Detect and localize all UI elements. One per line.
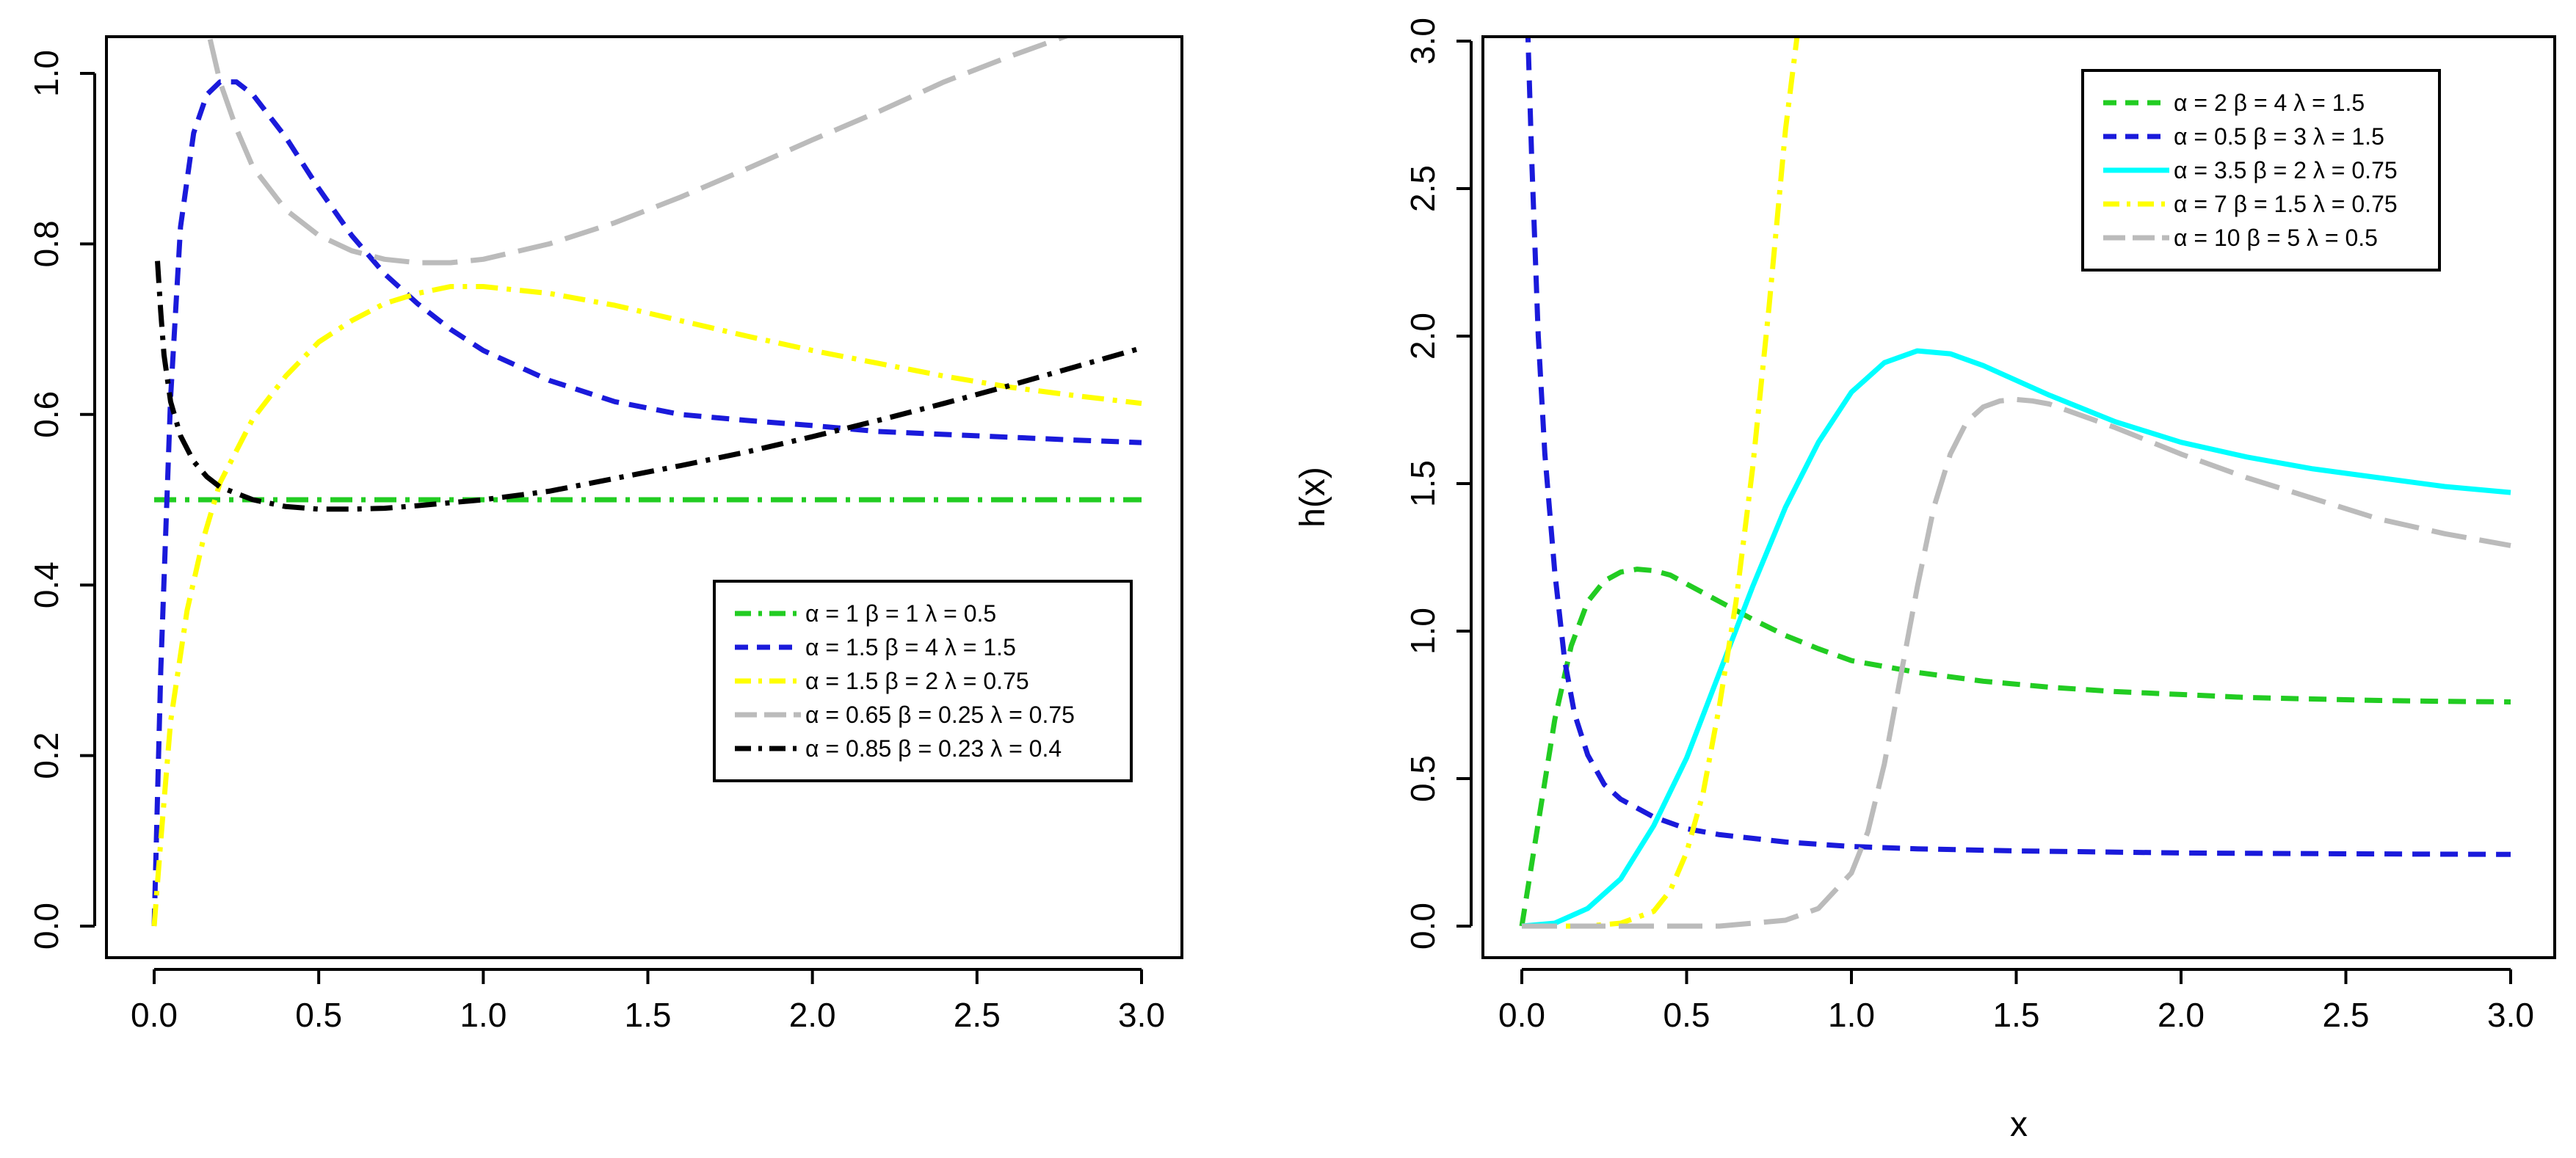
x-tick-label: 0.0: [1498, 996, 1545, 1034]
y-tick-label: 0.4: [27, 561, 65, 608]
y-tick-label: 0.0: [27, 903, 65, 950]
x-tick-label: 2.5: [954, 996, 1001, 1034]
legend-entry: α = 0.5 β = 3 λ = 1.5: [2174, 123, 2384, 150]
series-line-5: [1522, 396, 2511, 929]
series-line-4: [1522, 37, 1800, 929]
x-tick-label: 2.0: [2158, 996, 2205, 1034]
legend: α = 1 β = 1 λ = 0.5 α = 1.5 β = 4 λ = 1.5…: [713, 580, 1133, 782]
left-panel: 0.0 0.5 1.0 1.5 2.0 2.5 3.0 0.0 0.2 0.4 0.6 0.8 1.0 α…: [27, 35, 1183, 1034]
legend: α = 2 β = 4 λ = 1.5 α = 0.5 β = 3 λ = 1.5…: [2081, 69, 2441, 272]
legend-entry: α = 0.85 β = 0.23 λ = 0.4: [805, 735, 1062, 762]
plot-frame: [105, 35, 1183, 959]
legend-entry: α = 1.5 β = 2 λ = 0.75: [805, 668, 1029, 694]
y-tick-label: 1.5: [1404, 460, 1442, 507]
y-tick-label: 1.0: [1404, 608, 1442, 655]
plot-frame: [1481, 35, 2556, 959]
y-tick-label: 2.0: [1404, 313, 1442, 360]
series-line-5: [155, 261, 1142, 512]
right-panel: 0.0 0.5 1.0 1.5 2.0 2.5 3.0 0.0 0.5 1.0 1.5 2.0 2.5 3…: [1294, 18, 2556, 1144]
plot-area: [1519, 37, 2511, 929]
series-line-3: [151, 284, 1142, 927]
y-axis-label: h(x): [1294, 467, 1332, 528]
y-tick-label: 0.2: [27, 732, 65, 779]
x-tick-label: 2.0: [789, 996, 836, 1034]
series-line-2: [1525, 37, 2511, 857]
y-tick-label: 1.0: [27, 50, 65, 97]
x-tick-label: 3.0: [1118, 996, 1165, 1034]
legend-entry: α = 2 β = 4 λ = 1.5: [2174, 90, 2365, 116]
x-tick-label: 2.5: [2323, 996, 2370, 1034]
y-tick-label: 0.5: [1404, 755, 1442, 802]
legend-entry: α = 10 β = 5 λ = 0.5: [2174, 225, 2378, 251]
x-tick-label: 1.5: [1993, 996, 2040, 1034]
legend-entry: α = 1.5 β = 4 λ = 1.5: [805, 634, 1016, 660]
y-tick-label: 2.5: [1404, 165, 1442, 212]
legend-entry: α = 7 β = 1.5 λ = 0.75: [2174, 191, 2398, 217]
legend-entry: α = 3.5 β = 2 λ = 0.75: [2174, 157, 2398, 183]
series-line-1: [1519, 567, 2511, 927]
x-tick-label: 0.5: [1663, 996, 1710, 1034]
x-tick-label: 3.0: [2487, 996, 2534, 1034]
series-line-4: [207, 37, 1070, 266]
y-tick-label: 0.8: [27, 220, 65, 267]
legend-entry: α = 1 β = 1 λ = 0.5: [805, 600, 996, 627]
x-tick-label: 1.5: [625, 996, 672, 1034]
series-line-3: [1521, 348, 2511, 929]
x-tick-label: 1.0: [1828, 996, 1875, 1034]
x-axis-label: x: [2010, 1105, 2028, 1144]
plot-area: [151, 37, 1142, 927]
x-tick-label: 0.0: [131, 996, 178, 1034]
x-tick-label: 1.0: [460, 996, 507, 1034]
y-tick-label: 3.0: [1404, 18, 1442, 65]
y-tick-label: 0.0: [1404, 903, 1442, 950]
x-tick-label: 0.5: [295, 996, 342, 1034]
legend-entry: α = 0.65 β = 0.25 λ = 0.75: [805, 702, 1075, 728]
y-tick-label: 0.6: [27, 391, 65, 438]
series-line-2: [151, 79, 1142, 927]
